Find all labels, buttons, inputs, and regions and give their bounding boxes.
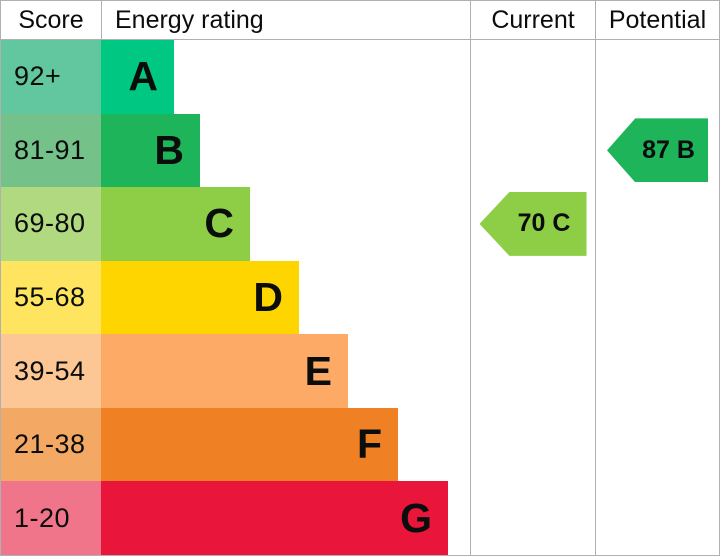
band-bar-a: A <box>101 40 174 114</box>
potential-cell-e <box>595 334 719 408</box>
score-range-b: 81-91 <box>1 113 101 188</box>
current-rating-arrow: 70 C <box>479 191 587 256</box>
band-bar-f: F <box>101 407 398 482</box>
potential-cell-a <box>595 40 719 114</box>
rating-cell-c: C <box>101 187 470 261</box>
potential-rating-arrow: 87 B <box>607 118 708 183</box>
band-bar-c: C <box>101 187 250 261</box>
potential-cell-d <box>595 260 719 335</box>
header-potential: Potential <box>595 1 719 40</box>
score-range-d: 55-68 <box>1 260 101 335</box>
current-cell-f <box>470 407 595 482</box>
band-bar-d: D <box>101 260 299 335</box>
current-cell-b <box>470 113 595 188</box>
rating-cell-d: D <box>101 260 470 335</box>
score-range-e: 39-54 <box>1 334 101 408</box>
current-cell-e <box>470 334 595 408</box>
rating-cell-f: F <box>101 407 470 482</box>
potential-rating-label: 87 B <box>642 135 695 164</box>
score-range-a: 92+ <box>1 40 101 114</box>
score-range-f: 21-38 <box>1 407 101 482</box>
rating-cell-b: B <box>101 113 470 188</box>
score-range-g: 1-20 <box>1 481 101 555</box>
current-rating-label: 70 C <box>517 209 571 238</box>
score-range-c: 69-80 <box>1 187 101 261</box>
potential-cell-f <box>595 407 719 482</box>
current-cell-g <box>470 481 595 555</box>
potential-cell-c <box>595 187 719 261</box>
band-bar-e: E <box>101 334 348 408</box>
current-cell-a <box>470 40 595 114</box>
rating-cell-e: E <box>101 334 470 408</box>
current-cell-d <box>470 260 595 335</box>
rating-cell-g: G <box>101 481 470 555</box>
rating-cell-a: A <box>101 40 470 114</box>
header-current: Current <box>470 1 595 40</box>
potential-cell-g <box>595 481 719 555</box>
header-energy-rating: Energy rating <box>101 1 470 40</box>
band-bar-b: B <box>101 113 200 188</box>
band-bar-g: G <box>101 481 448 555</box>
potential-cell-b: 87 B <box>595 113 719 188</box>
header-score: Score <box>1 1 101 40</box>
current-cell-c: 70 C <box>470 187 595 261</box>
